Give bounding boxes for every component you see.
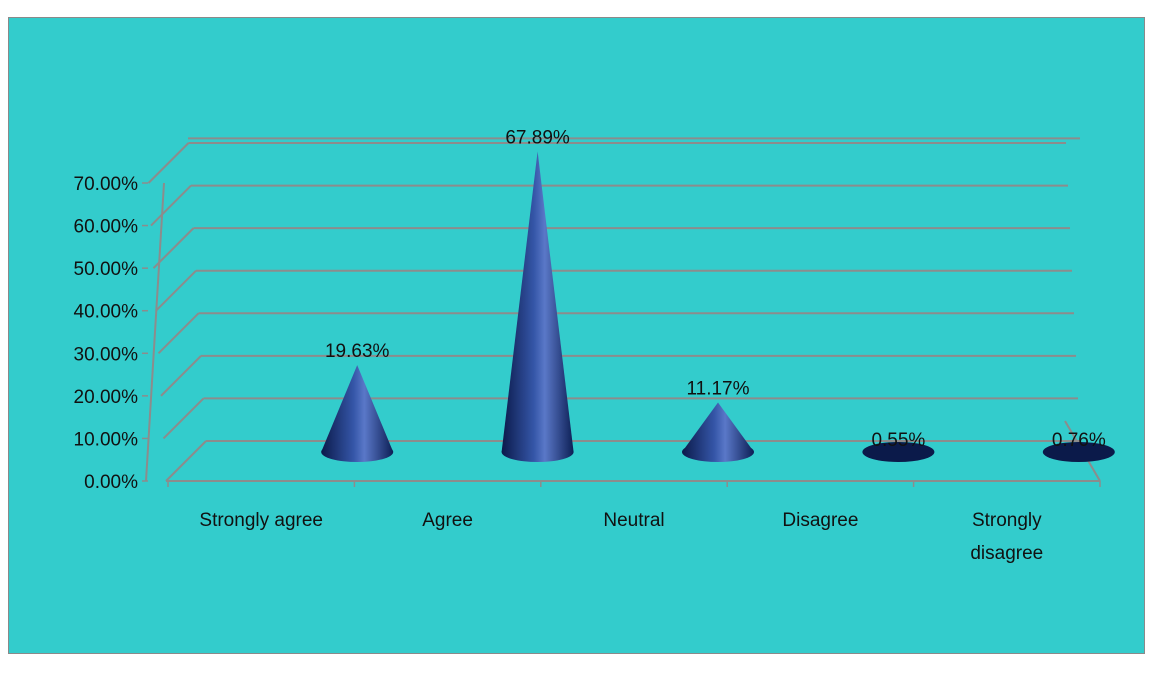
cone-body [682, 402, 754, 452]
y-tick-label: 60.00% [74, 217, 139, 238]
data-label: 11.17% [686, 379, 749, 400]
category-label: Strongly agree [199, 510, 323, 531]
category-labels: Strongly agree Agree Neutral Disagree Strong… [199, 510, 1043, 564]
y-tick-label: 30.00% [74, 344, 139, 365]
data-labels: 19.63% 67.89% 11.17% 0.55% 0.76% [325, 127, 1106, 451]
cone-agree [501, 151, 574, 462]
data-label: 67.89% [505, 127, 570, 148]
category-label: Agree [422, 510, 473, 531]
cone-base [862, 442, 935, 462]
y-tick-label: 20.00% [74, 387, 139, 408]
data-label: 19.63% [325, 341, 390, 362]
axes [145, 182, 1101, 487]
y-tick-labels: 0.00% 10.00% 20.00% 30.00% 40.00% 50.00% 60.00… [74, 174, 148, 493]
y-tick-label: 0.00% [84, 472, 138, 493]
gridline-diagonal [150, 184, 192, 227]
cone-base [501, 442, 574, 462]
gridline-diagonal [147, 142, 190, 184]
cone-neutral [682, 402, 754, 462]
category-label: Neutral [603, 510, 664, 531]
gridline-diagonal [157, 312, 200, 354]
gridline-diagonal [162, 397, 205, 440]
y-tick-label: 50.00% [74, 259, 139, 280]
y-tick-label: 70.00% [74, 174, 139, 195]
cone-base [1042, 442, 1115, 462]
category-label: Strongly disagree [970, 510, 1043, 564]
gridlines [147, 137, 1080, 482]
gridline-diagonal [155, 270, 197, 312]
data-label: 0.76% [1052, 430, 1106, 451]
chart-area [8, 17, 1145, 654]
data-label: 0.55% [871, 430, 925, 451]
cone-strongly-disagree [1042, 442, 1115, 462]
y-tick-label: 10.00% [74, 429, 139, 450]
y-axis-line [145, 182, 165, 482]
gridline-diagonal [165, 440, 207, 482]
gridline-diagonal [160, 355, 202, 397]
cone-body [321, 365, 394, 452]
cone-disagree [862, 442, 935, 462]
y-tick-label: 40.00% [74, 302, 139, 323]
cone-body [501, 151, 574, 452]
cone-base [321, 442, 394, 462]
category-label: Disagree [782, 510, 858, 531]
cone-strongly-agree [321, 365, 394, 462]
cone-base [682, 442, 754, 462]
cones [321, 151, 1115, 462]
